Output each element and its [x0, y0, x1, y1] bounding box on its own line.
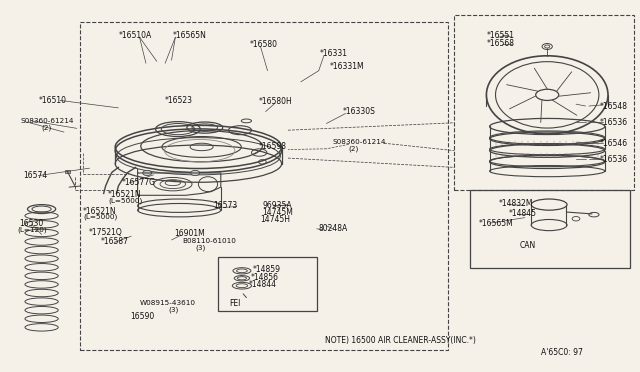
Text: *16580H: *16580H [259, 97, 293, 106]
Text: 16530: 16530 [19, 219, 44, 228]
Text: *16536: *16536 [600, 155, 628, 164]
Text: B08110-61010: B08110-61010 [182, 238, 236, 244]
Text: *16536: *16536 [600, 118, 628, 126]
Text: *16330S: *16330S [342, 107, 375, 116]
Text: *16565M: *16565M [479, 219, 513, 228]
Text: *16551: *16551 [486, 31, 515, 40]
Circle shape [143, 170, 152, 176]
Text: CAN: CAN [520, 241, 536, 250]
Text: 16901M: 16901M [174, 229, 205, 238]
Text: *16548: *16548 [600, 102, 628, 110]
Text: 16573: 16573 [213, 201, 237, 210]
Text: (L=5000): (L=5000) [109, 198, 143, 204]
Text: *16598: *16598 [259, 142, 287, 151]
Text: NOTE) 16500 AIR CLEANER-ASSY(INC.*): NOTE) 16500 AIR CLEANER-ASSY(INC.*) [325, 336, 476, 345]
Text: 14745M: 14745M [262, 208, 293, 217]
Text: *16331M: *16331M [330, 62, 364, 71]
Text: *16510A: *16510A [118, 31, 152, 40]
Text: W08915-43610: W08915-43610 [140, 300, 196, 306]
Text: S08360-61214: S08360-61214 [333, 139, 387, 145]
Text: *14844: *14844 [248, 280, 276, 289]
Text: *16331: *16331 [320, 49, 348, 58]
Bar [65, 170, 70, 173]
Text: *14832M: *14832M [499, 199, 534, 208]
Text: 16574: 16574 [24, 171, 48, 180]
Text: (2): (2) [349, 145, 359, 152]
Text: A'65C0: 97: A'65C0: 97 [541, 348, 582, 357]
Text: 96935A: 96935A [262, 201, 292, 210]
Text: 16590: 16590 [130, 312, 154, 321]
Text: (L=120): (L=120) [17, 227, 47, 233]
Text: *16521N: *16521N [108, 190, 141, 199]
Text: *14845: *14845 [509, 209, 537, 218]
Text: *14856: *14856 [251, 273, 279, 282]
Text: (2): (2) [42, 124, 52, 131]
Circle shape [191, 170, 200, 176]
Text: *16577G: *16577G [122, 178, 156, 187]
Text: FEI: FEI [229, 299, 241, 308]
Text: *17521Q: *17521Q [88, 228, 122, 237]
Text: *14859: *14859 [253, 265, 281, 274]
Text: *16587: *16587 [101, 237, 129, 246]
Text: *16523: *16523 [165, 96, 193, 105]
Text: *16580: *16580 [250, 40, 278, 49]
Text: *16546: *16546 [600, 139, 628, 148]
Text: *16565N: *16565N [173, 31, 207, 40]
Text: (3): (3) [196, 245, 206, 251]
Text: (L=5000): (L=5000) [83, 214, 118, 221]
Text: *16568: *16568 [486, 39, 515, 48]
Text: *16521N: *16521N [83, 207, 117, 216]
Text: 80248A: 80248A [319, 224, 348, 233]
Text: S08360-61214: S08360-61214 [20, 118, 74, 124]
Text: (3): (3) [168, 307, 179, 313]
Text: *16510: *16510 [38, 96, 67, 105]
Text: 14745H: 14745H [260, 215, 291, 224]
